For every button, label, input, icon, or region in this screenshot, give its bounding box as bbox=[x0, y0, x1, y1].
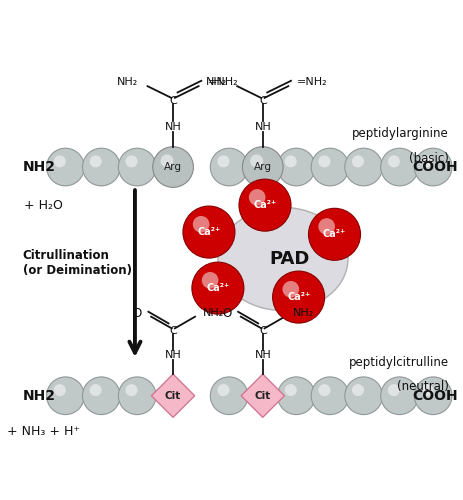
Text: Ca²⁺: Ca²⁺ bbox=[287, 292, 310, 302]
Circle shape bbox=[388, 156, 400, 168]
Ellipse shape bbox=[218, 208, 348, 310]
Circle shape bbox=[352, 156, 364, 168]
Circle shape bbox=[345, 377, 382, 414]
Circle shape bbox=[119, 148, 156, 186]
Circle shape bbox=[414, 377, 452, 414]
Circle shape bbox=[218, 156, 230, 168]
Circle shape bbox=[125, 384, 138, 396]
Circle shape bbox=[250, 154, 263, 168]
Text: peptidylcitrulline: peptidylcitrulline bbox=[349, 356, 449, 368]
Text: NH₂: NH₂ bbox=[203, 308, 225, 318]
Circle shape bbox=[311, 377, 349, 414]
Circle shape bbox=[243, 146, 283, 188]
Circle shape bbox=[210, 148, 248, 186]
Text: =NH₂: =NH₂ bbox=[207, 76, 238, 86]
Text: PAD: PAD bbox=[269, 250, 310, 268]
Text: NH₂: NH₂ bbox=[293, 308, 314, 318]
Circle shape bbox=[210, 377, 248, 414]
Circle shape bbox=[319, 384, 331, 396]
Circle shape bbox=[285, 156, 297, 168]
Polygon shape bbox=[151, 374, 195, 418]
Text: Ca²⁺: Ca²⁺ bbox=[323, 230, 346, 239]
Text: NH2: NH2 bbox=[23, 388, 56, 402]
Circle shape bbox=[381, 148, 419, 186]
Circle shape bbox=[54, 156, 66, 168]
Circle shape bbox=[161, 154, 174, 168]
Polygon shape bbox=[241, 374, 284, 418]
Circle shape bbox=[82, 148, 120, 186]
Circle shape bbox=[119, 377, 156, 414]
Text: + NH₃ + H⁺: + NH₃ + H⁺ bbox=[6, 425, 80, 438]
Text: NH: NH bbox=[165, 122, 181, 132]
Text: Arg: Arg bbox=[164, 162, 182, 172]
Circle shape bbox=[153, 146, 194, 188]
Circle shape bbox=[202, 272, 219, 288]
Circle shape bbox=[282, 281, 299, 297]
Text: Cit: Cit bbox=[165, 390, 181, 400]
Text: =NH₂: =NH₂ bbox=[297, 76, 328, 86]
Text: Arg: Arg bbox=[254, 162, 272, 172]
Circle shape bbox=[249, 189, 265, 206]
Circle shape bbox=[273, 271, 325, 323]
Text: Ca²⁺: Ca²⁺ bbox=[253, 200, 276, 210]
Circle shape bbox=[352, 384, 364, 396]
Circle shape bbox=[319, 218, 335, 235]
Text: Cit: Cit bbox=[255, 390, 271, 400]
Circle shape bbox=[47, 377, 84, 414]
Circle shape bbox=[125, 156, 138, 168]
Circle shape bbox=[82, 377, 120, 414]
Circle shape bbox=[47, 148, 84, 186]
Circle shape bbox=[285, 384, 297, 396]
Circle shape bbox=[319, 156, 331, 168]
Circle shape bbox=[90, 384, 102, 396]
Text: Citrullination
(or Deimination): Citrullination (or Deimination) bbox=[23, 250, 132, 278]
Text: + H₂O: + H₂O bbox=[24, 198, 63, 211]
Circle shape bbox=[54, 384, 66, 396]
Circle shape bbox=[311, 148, 349, 186]
Circle shape bbox=[381, 377, 419, 414]
Text: NH: NH bbox=[254, 350, 271, 360]
Text: C: C bbox=[169, 326, 177, 336]
Text: C: C bbox=[169, 96, 177, 106]
Text: NH₂: NH₂ bbox=[206, 76, 227, 86]
Circle shape bbox=[218, 384, 230, 396]
Circle shape bbox=[193, 216, 209, 232]
Text: peptidylarginine: peptidylarginine bbox=[352, 127, 449, 140]
Circle shape bbox=[388, 384, 400, 396]
Circle shape bbox=[308, 208, 361, 260]
Text: COOH: COOH bbox=[412, 160, 458, 174]
Text: Ca²⁺: Ca²⁺ bbox=[197, 227, 220, 237]
Circle shape bbox=[277, 148, 315, 186]
Circle shape bbox=[183, 206, 235, 258]
Text: O: O bbox=[222, 306, 232, 320]
Text: C: C bbox=[259, 96, 267, 106]
Text: NH: NH bbox=[254, 122, 271, 132]
Circle shape bbox=[414, 148, 452, 186]
Text: (basic): (basic) bbox=[409, 152, 449, 164]
Text: C: C bbox=[259, 326, 267, 336]
Circle shape bbox=[90, 156, 102, 168]
Circle shape bbox=[239, 179, 291, 231]
Circle shape bbox=[421, 384, 433, 396]
Circle shape bbox=[192, 262, 244, 314]
Text: NH2: NH2 bbox=[23, 160, 56, 174]
Text: NH₂: NH₂ bbox=[116, 76, 138, 86]
Text: NH: NH bbox=[165, 350, 181, 360]
Circle shape bbox=[345, 148, 382, 186]
Text: Ca²⁺: Ca²⁺ bbox=[206, 283, 230, 293]
Circle shape bbox=[421, 156, 433, 168]
Text: (neutral): (neutral) bbox=[397, 380, 449, 394]
Text: O: O bbox=[132, 306, 142, 320]
Text: COOH: COOH bbox=[412, 388, 458, 402]
Circle shape bbox=[277, 377, 315, 414]
